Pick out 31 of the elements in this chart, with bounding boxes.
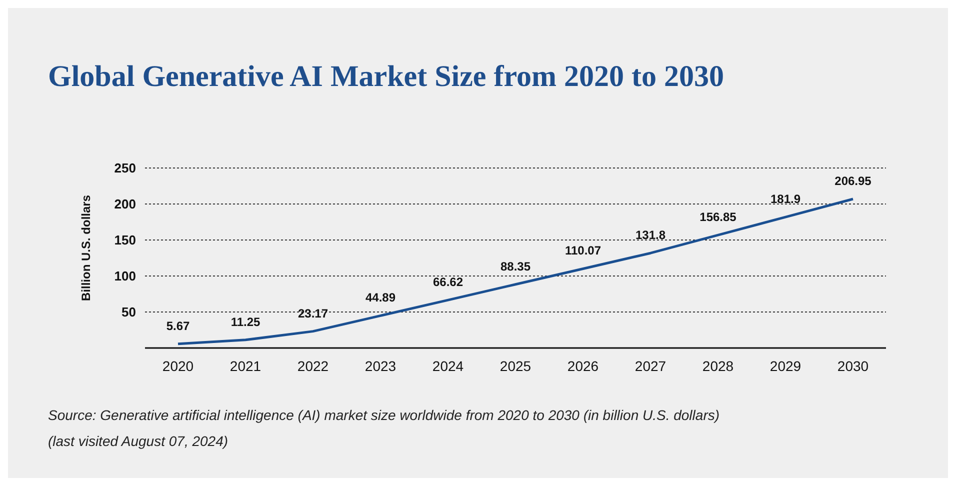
data-label: 23.17 [298,306,328,320]
data-label: 110.07 [564,244,602,258]
x-tick-label: 2021 [230,358,262,374]
x-tick-label: 2020 [162,358,194,374]
y-tick-label: 200 [114,196,136,212]
data-label: 11.25 [230,314,261,329]
y-axis-title: Billion U.S. dollars [79,194,93,302]
text: (last visited August 07, 2024) [48,433,228,449]
x-tick-label: 2022 [297,358,329,374]
x-tick-label: 2026 [567,358,599,374]
y-tick-label: 150 [114,232,136,248]
source-note: Source: Generative artificial intelligence (AI) market size worldwide from 2020 to 2030 (in billion U.S. dollars) [48,407,720,423]
data-label: 66.62 [432,275,464,290]
data-label: 5.67 [166,318,190,333]
x-tick-label: 2023 [364,358,396,374]
data-label: 156.85 [700,210,737,224]
data-label: 88.35 [500,259,531,274]
data-label: 131.8 [635,228,666,242]
y-tick-label: 50 [122,304,136,320]
data-label: 206.95 [834,174,872,188]
x-tick-label: 2027 [634,358,666,374]
y-tick-label: 100 [114,268,136,284]
y-tick-label: 250 [114,160,136,176]
data-label: 44.89 [365,290,396,305]
x-tick-label: 2029 [770,358,802,374]
x-tick-label: 2028 [702,358,734,374]
x-tick-label: 2024 [432,358,464,374]
x-tick-label: 2025 [500,358,532,374]
x-tick-label: 2030 [837,358,869,374]
data-label: 181.9 [770,192,801,206]
chart-title: Global Generative AI Market Size from 2020 to 2030 [48,60,724,93]
